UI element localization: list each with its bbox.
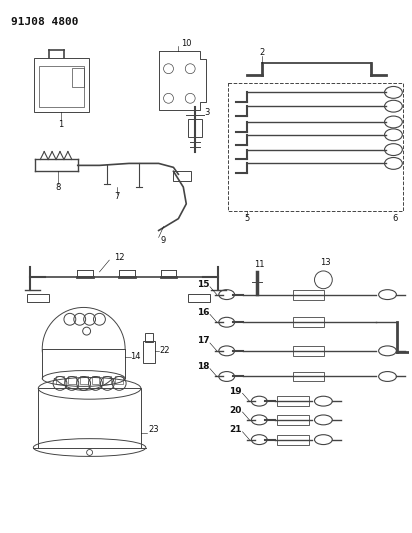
Text: 10: 10	[181, 38, 192, 47]
Bar	[143, 341, 154, 362]
Bar	[277, 435, 309, 445]
Text: 14: 14	[130, 352, 140, 361]
Bar	[293, 372, 324, 382]
Bar	[115, 376, 123, 384]
Bar	[56, 376, 64, 384]
Text: 21: 21	[229, 425, 242, 434]
Text: 8: 8	[55, 183, 61, 191]
Text: 23: 23	[148, 425, 159, 434]
Bar	[39, 66, 84, 107]
Text: 22: 22	[159, 346, 170, 356]
Bar	[28, 294, 49, 302]
Bar	[42, 349, 125, 378]
Bar	[277, 396, 309, 406]
Bar	[72, 68, 84, 87]
Bar	[34, 58, 89, 112]
Text: 11: 11	[254, 260, 265, 269]
Text: 91J08 4800: 91J08 4800	[11, 18, 78, 27]
Bar	[103, 376, 111, 384]
Bar	[293, 289, 324, 300]
Text: 2: 2	[260, 49, 265, 58]
Text: 12: 12	[114, 253, 124, 262]
Text: 6: 6	[393, 214, 398, 223]
Text: 5: 5	[245, 214, 250, 223]
Bar	[91, 376, 99, 384]
Text: 18: 18	[197, 362, 209, 371]
Bar	[293, 317, 324, 327]
Text: 7: 7	[115, 192, 120, 201]
Bar	[173, 171, 191, 181]
Bar	[188, 294, 210, 302]
Text: 16: 16	[197, 308, 209, 317]
Text: 17: 17	[197, 336, 209, 345]
Bar	[80, 376, 88, 384]
Text: 13: 13	[320, 257, 331, 266]
Text: 20: 20	[229, 406, 242, 415]
Bar	[38, 389, 141, 448]
Text: 15: 15	[197, 280, 209, 289]
Bar	[228, 83, 403, 211]
Bar	[68, 376, 76, 384]
Text: 3: 3	[204, 108, 210, 117]
Text: 19: 19	[229, 387, 242, 396]
Bar	[188, 119, 202, 137]
Bar	[145, 333, 153, 342]
Bar	[293, 346, 324, 356]
Text: 9: 9	[161, 236, 166, 245]
Bar	[277, 415, 309, 425]
Text: 1: 1	[59, 120, 63, 130]
